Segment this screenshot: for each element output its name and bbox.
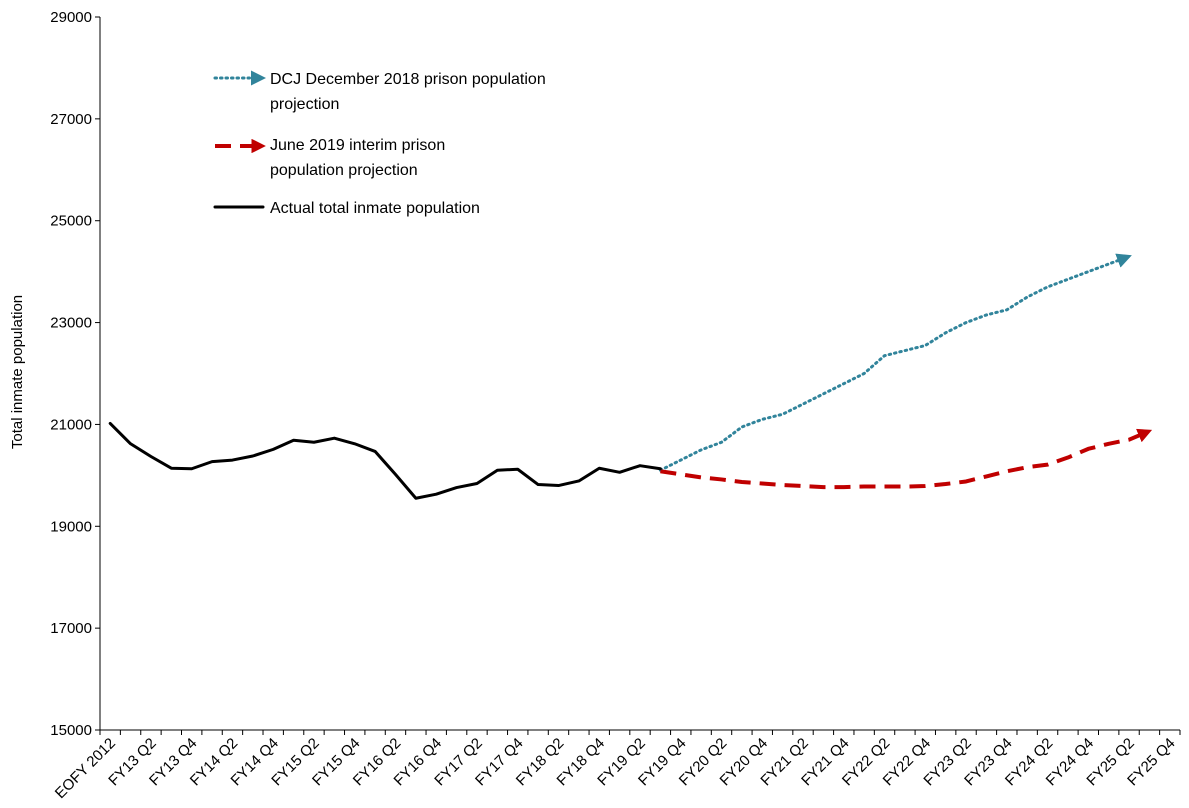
- y-tick-label: 27000: [50, 111, 92, 128]
- y-tick-label: 23000: [50, 315, 92, 332]
- legend-label-line: DCJ December 2018 prison population: [270, 71, 546, 88]
- axes: [99, 17, 1180, 731]
- series-line-actual-population: [108, 421, 662, 500]
- y-tick-label: 21000: [50, 416, 92, 433]
- y-tick-label: 17000: [50, 620, 92, 637]
- legend-label-line: projection: [270, 96, 339, 113]
- legend: DCJ December 2018 prison population proje…: [213, 70, 546, 217]
- y-tick-label: 25000: [50, 213, 92, 230]
- legend-label-line: June 2019 interim prison: [270, 137, 445, 154]
- y-axis-ticks: 15000 17000 19000 21000 23000 25000 27000 29000: [50, 9, 100, 739]
- legend-label: June 2019 interim prison population proje…: [270, 137, 445, 179]
- y-tick-label: 15000: [50, 722, 92, 739]
- series-line-dcj-projection: [658, 253, 1132, 472]
- x-tick-label: EOFY 2012: [52, 735, 119, 802]
- series-line-interim-projection: [660, 428, 1153, 490]
- legend-label-line: population projection: [270, 162, 418, 179]
- y-axis-title: Total inmate population: [9, 295, 26, 449]
- legend-label: DCJ December 2018 prison population proje…: [270, 71, 546, 113]
- y-tick-label: 29000: [50, 9, 92, 26]
- series-lines: [108, 253, 1153, 500]
- y-tick-label: 19000: [50, 518, 92, 535]
- legend-label: Actual total inmate population: [270, 200, 480, 217]
